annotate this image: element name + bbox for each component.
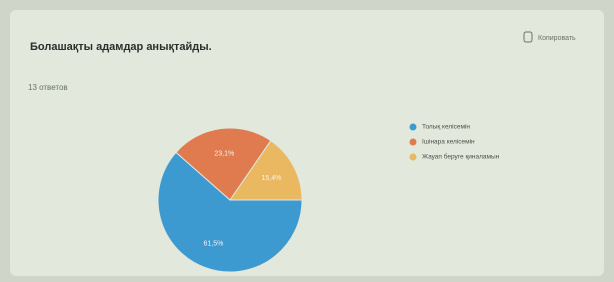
slice-label: 15,4% bbox=[261, 175, 281, 182]
legend-swatch bbox=[410, 154, 417, 161]
legend-label: Жауап беруге қиналамын bbox=[422, 153, 500, 161]
legend-label: Толық келісемін bbox=[422, 123, 470, 131]
chart-title: Болашақты адамдар анықтайды. bbox=[30, 41, 212, 53]
chart-subtitle: 13 ответов bbox=[28, 83, 68, 92]
copy-button[interactable]: Копировать bbox=[538, 35, 576, 42]
slice-label: 61,5% bbox=[204, 241, 224, 248]
legend-label: Ішінара келісемін bbox=[422, 138, 475, 146]
legend-swatch bbox=[410, 139, 417, 146]
chart: Болашақты адамдар анықтайды. 13 ответов … bbox=[0, 0, 614, 282]
slice-label: 23,1% bbox=[214, 150, 234, 157]
legend-swatch bbox=[410, 124, 417, 131]
